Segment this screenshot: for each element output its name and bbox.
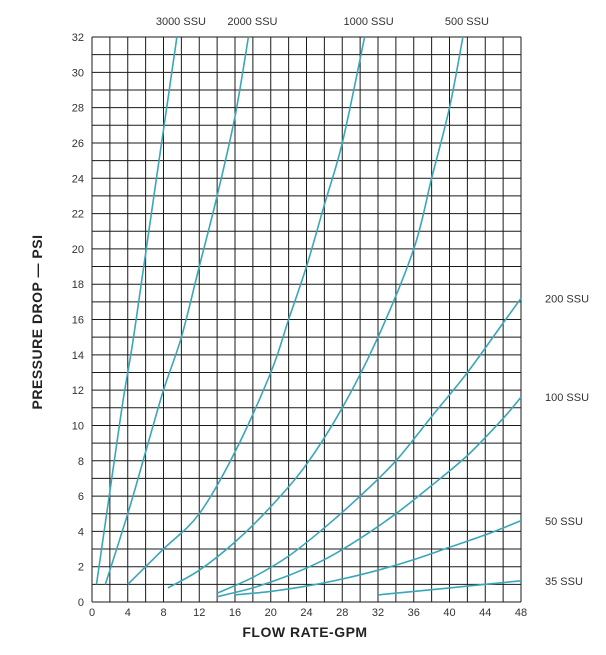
curve-label-35-ssu: 35 SSU: [545, 576, 583, 588]
x-tick-label: 36: [408, 607, 420, 619]
y-tick-label: 18: [72, 279, 84, 291]
curve-200-ssu: [216, 297, 522, 594]
y-tick-label: 2: [78, 562, 84, 574]
y-tick-label: 28: [72, 103, 84, 115]
curve-2000-ssu: [104, 36, 250, 585]
x-tick-label: 16: [229, 607, 241, 619]
x-tick-label: 48: [515, 607, 527, 619]
x-tick-label: 24: [300, 607, 312, 619]
y-tick-label: 12: [72, 385, 84, 397]
curve-50-ssu: [234, 520, 522, 596]
x-tick-label: 28: [336, 607, 348, 619]
curves: [95, 36, 522, 598]
x-tick-labels: 0 4 8 12 16 20 24 28 32 36 40 44 48: [89, 607, 527, 619]
y-tick-label: 14: [72, 350, 84, 362]
x-tick-label: 40: [443, 607, 455, 619]
curve-500-ssu: [167, 36, 464, 589]
curve-label-2000-ssu: 2000 SSU: [227, 16, 277, 28]
x-tick-label: 20: [265, 607, 277, 619]
curve-label-100-ssu: 100 SSU: [545, 392, 589, 404]
y-tick-label: 26: [72, 138, 84, 150]
x-tick-label: 32: [372, 607, 384, 619]
x-axis-title: FLOW RATE-GPM: [242, 624, 367, 640]
x-tick-label: 8: [160, 607, 166, 619]
y-tick-label: 6: [78, 491, 84, 503]
curve-35-ssu: [377, 580, 522, 596]
x-tick-label: 44: [479, 607, 491, 619]
x-tick-label: 4: [125, 607, 131, 619]
curve-100-ssu: [216, 396, 522, 598]
curve-label-500-ssu: 500 SSU: [445, 16, 489, 28]
curve-label-1000-ssu: 1000 SSU: [344, 16, 394, 28]
y-tick-label: 10: [72, 420, 84, 432]
x-tick-label: 0: [89, 607, 95, 619]
curve-label-200-ssu: 200 SSU: [545, 293, 589, 305]
curve-3000-ssu: [95, 36, 178, 585]
y-axis-title: PRESSURE DROP — PSI: [29, 235, 45, 410]
y-tick-label: 22: [72, 209, 84, 221]
y-tick-label: 30: [72, 67, 84, 79]
y-tick-label: 4: [78, 526, 84, 538]
y-tick-label: 0: [78, 597, 84, 609]
y-tick-label: 16: [72, 315, 84, 327]
y-tick-label: 8: [78, 456, 84, 468]
y-tick-label: 24: [72, 173, 84, 185]
curve-label-3000-ssu: 3000 SSU: [156, 16, 206, 28]
x-tick-label: 12: [193, 607, 205, 619]
curve-labels: 3000 SSU 2000 SSU 1000 SSU 500 SSU 200 SSU 10…: [156, 16, 589, 588]
grid: [91, 36, 522, 603]
y-tick-label: 20: [72, 244, 84, 256]
curve-label-50-ssu: 50 SSU: [545, 516, 583, 528]
curve-1000-ssu: [127, 36, 366, 585]
y-tick-label: 32: [72, 32, 84, 44]
